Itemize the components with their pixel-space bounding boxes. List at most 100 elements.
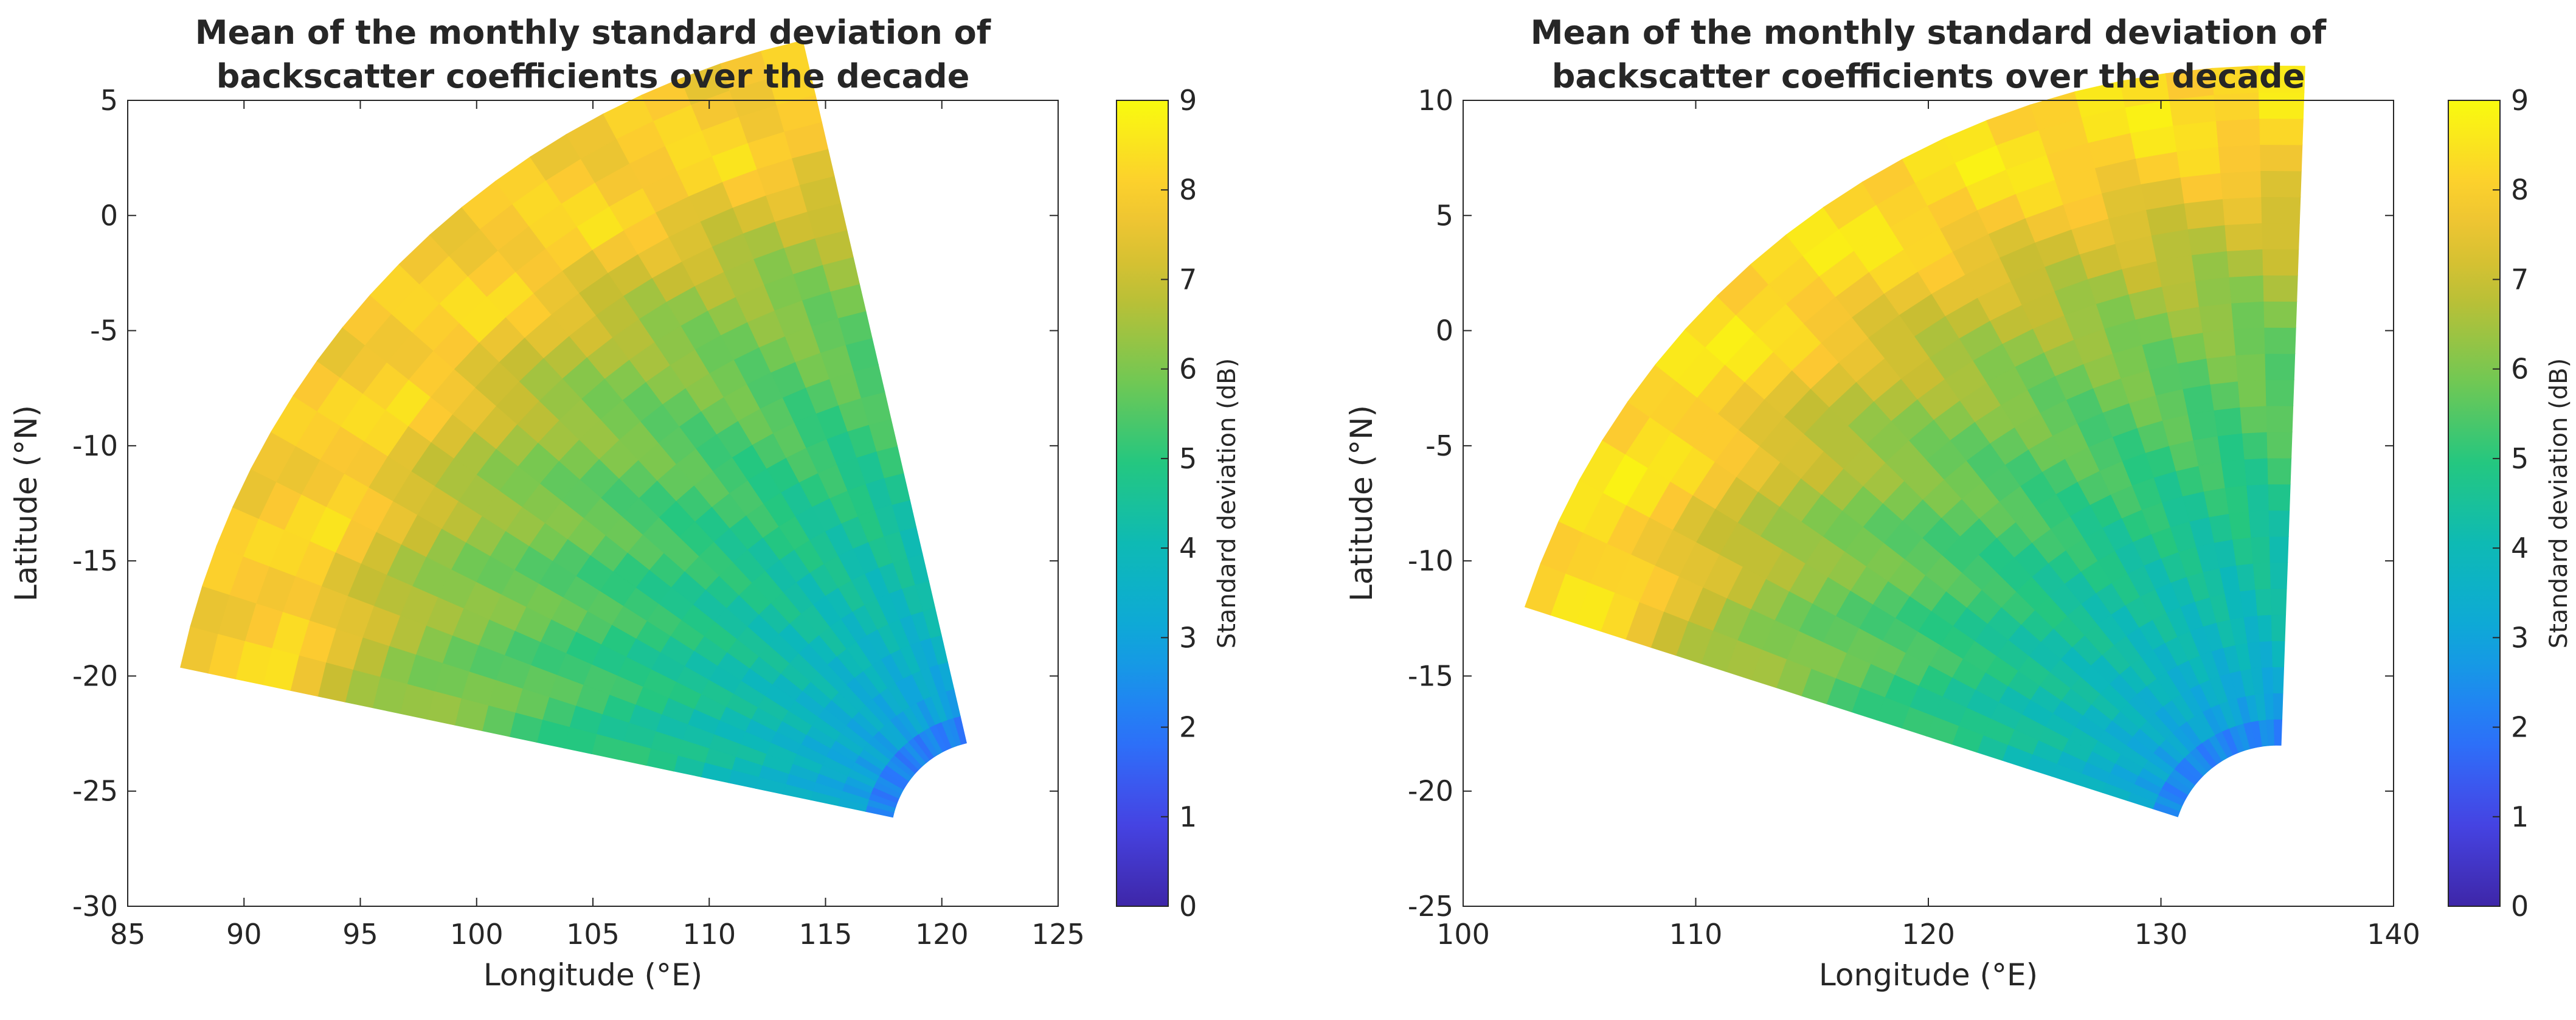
- sector-cell: [2265, 379, 2294, 406]
- y-axis-label: Latitude (°N): [9, 405, 44, 602]
- colorbar-tick-label: 4: [2511, 532, 2529, 564]
- colorbar-tick-label: 7: [1179, 263, 1197, 296]
- sector-cell: [2222, 196, 2263, 226]
- sector-cell: [2246, 483, 2270, 512]
- colorbar-tick-label: 2: [2511, 711, 2529, 744]
- sector-cell: [2210, 380, 2241, 411]
- x-tick-label: 90: [226, 918, 262, 951]
- sector-cell: [2268, 483, 2291, 511]
- colorbar-tick-label: 3: [2511, 621, 2529, 654]
- sector-cell: [2202, 328, 2237, 359]
- colorbar-label: Standard deviation (dB): [1213, 358, 1241, 648]
- y-tick-label: -5: [1425, 429, 1453, 462]
- sector-cell: [2215, 117, 2261, 147]
- x-axis-label: Longitude (°E): [483, 957, 702, 993]
- chart-left-svg: 85 90 95 100 105 110 115 120 12550-5-10-15-20-25…: [9, 13, 1241, 993]
- colorbar-tick-label: 0: [1179, 890, 1197, 923]
- y-tick-label: 5: [100, 84, 118, 117]
- sector-cell: [2252, 561, 2272, 590]
- x-tick-label: 85: [110, 918, 146, 951]
- chart-title: Mean of the monthly standard deviation o…: [1531, 13, 2327, 52]
- y-tick-label: -15: [1408, 659, 1453, 692]
- colorbar-tick-label: 3: [1179, 621, 1197, 654]
- sector-cell: [2237, 379, 2267, 408]
- sector-cell: [2273, 718, 2283, 746]
- sector-cell: [2265, 353, 2296, 380]
- colorbar-tick-label: 4: [1179, 532, 1197, 564]
- x-tick-label: 100: [450, 918, 504, 951]
- chart-title: backscatter coefficients over the decade: [216, 57, 970, 95]
- colorbar-tick-label: 9: [2511, 84, 2529, 117]
- sector-cell: [2177, 357, 2211, 389]
- x-tick-label: 115: [799, 918, 853, 951]
- sector-cell: [2272, 666, 2285, 693]
- sector-cell: [2206, 354, 2239, 385]
- sector-cell: [2251, 535, 2271, 564]
- y-tick-label: -30: [72, 890, 118, 923]
- sector-cell: [2187, 409, 2219, 441]
- y-tick-label: -20: [72, 659, 118, 692]
- colorbar-tick-label: 8: [2511, 173, 2529, 206]
- sector-cell: [2263, 274, 2298, 302]
- sector-cell: [2271, 614, 2287, 642]
- y-tick-label: -10: [1408, 544, 1453, 577]
- colorbar-tick-label: 5: [1179, 442, 1197, 475]
- colorbar-tick-label: 6: [2511, 353, 2529, 386]
- chart-title: Mean of the monthly standard deviation o…: [195, 13, 991, 52]
- sector-cell: [2270, 588, 2287, 616]
- y-tick-label: -15: [72, 544, 118, 577]
- colorbar-tick-label: 7: [2511, 263, 2529, 296]
- colorbar-tick-label: 8: [1179, 173, 1197, 206]
- colorbar-tick-label: 9: [1179, 84, 1197, 117]
- colorbar-tick-label: 6: [1179, 353, 1197, 386]
- sector-cell: [2218, 144, 2262, 173]
- sector-cell: [2268, 509, 2290, 537]
- sector-cell: [2263, 300, 2297, 328]
- colorbar-tick-label: 1: [1179, 800, 1197, 833]
- sector-cell: [2198, 302, 2235, 333]
- sector-cell: [2226, 248, 2264, 277]
- sector-cell: [761, 40, 810, 79]
- x-tick-label: 105: [566, 918, 620, 951]
- y-tick-label: -10: [72, 429, 118, 462]
- sector-cell: [2257, 614, 2273, 642]
- sector-cell: [2242, 431, 2269, 460]
- sector-cell: [2264, 327, 2296, 354]
- sector-cell: [2180, 172, 2224, 204]
- x-tick-label: 125: [1031, 918, 1085, 951]
- colorbar-tick-label: 2: [1179, 711, 1197, 744]
- sector-cell: [2198, 461, 2226, 492]
- x-tick-label: 95: [342, 918, 378, 951]
- y-tick-label: 0: [100, 199, 118, 232]
- sector-cell: [2259, 117, 2304, 145]
- sector-cell: [2228, 510, 2252, 540]
- x-tick-label: 110: [682, 918, 736, 951]
- sector-cell: [2235, 353, 2266, 382]
- sector-cell: [2221, 458, 2248, 488]
- sector-cell: [2260, 144, 2303, 172]
- sector-cell: [2214, 406, 2243, 437]
- chart-panel-left: 85 90 95 100 105 110 115 120 125 5 0 -5 -10 -15 -20 -25…: [0, 0, 1288, 1018]
- sector-cell: [2233, 327, 2266, 356]
- sector-cell: [2261, 196, 2301, 224]
- y-axis-label: Latitude (°N): [1344, 405, 1379, 602]
- sector-cell: [2176, 146, 2221, 178]
- sector-cell: [2217, 432, 2246, 462]
- sector-cell: [2266, 431, 2293, 459]
- sector-cell: [2269, 535, 2289, 563]
- sector-cell: [2214, 91, 2260, 121]
- sector-cell: [2258, 65, 2305, 93]
- colorbar: [1116, 100, 1169, 907]
- y-tick-label: 0: [1436, 314, 1453, 347]
- sector-cell: [2255, 588, 2273, 616]
- sector-cell: [2260, 170, 2302, 198]
- sector-cell: [2259, 91, 2305, 119]
- sector-cell: [2220, 170, 2262, 199]
- sector-cell: [2193, 435, 2223, 467]
- x-tick-label: 100: [1436, 918, 1490, 951]
- sector-cell: [2225, 484, 2250, 514]
- sector-cell: [2267, 457, 2292, 485]
- y-tick-label: 10: [1418, 84, 1453, 117]
- sector-cell: [2232, 536, 2254, 566]
- y-tick-label: -25: [1408, 890, 1453, 923]
